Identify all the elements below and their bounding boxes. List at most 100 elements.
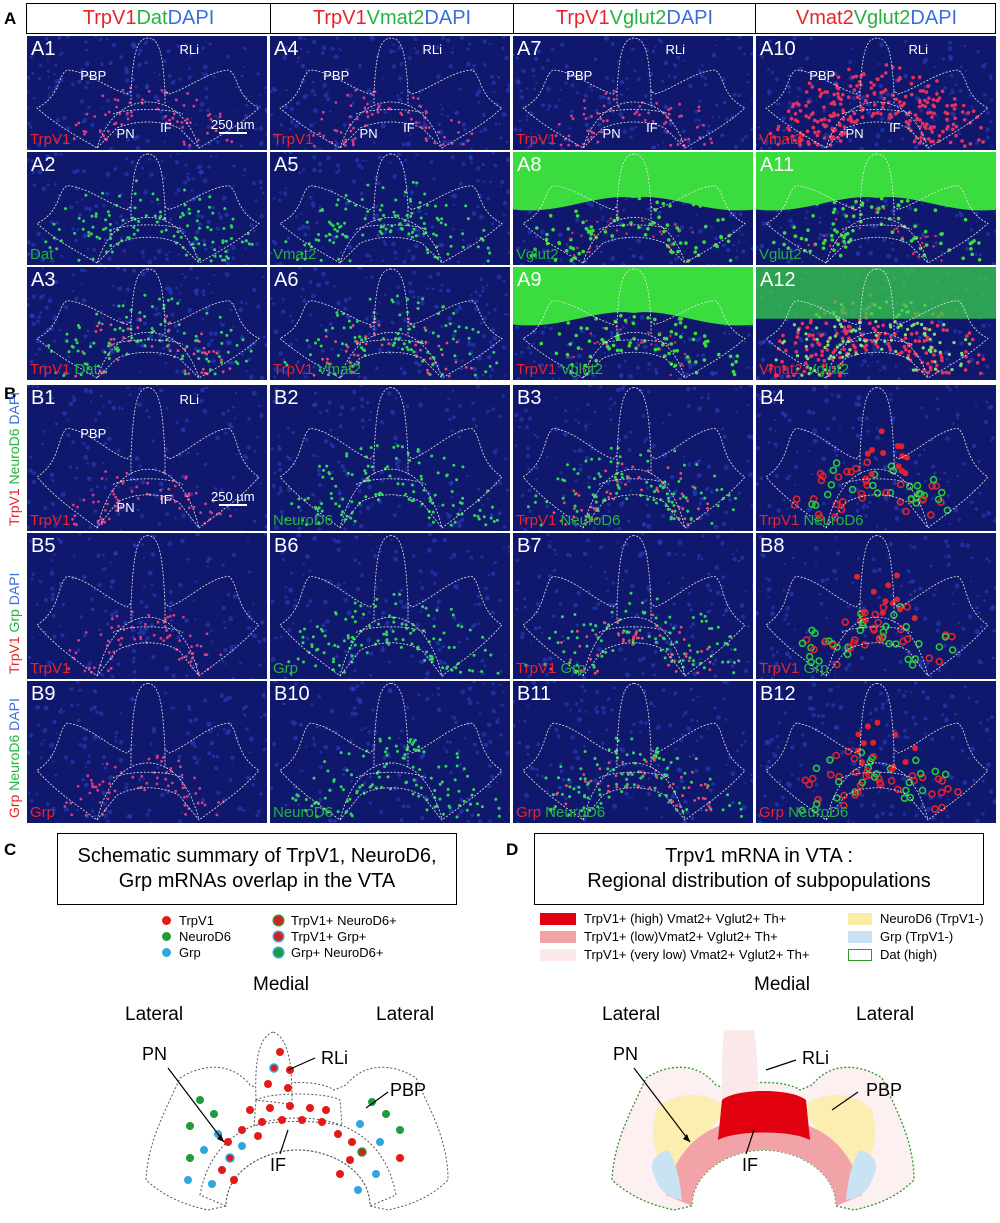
micrograph-image [756, 681, 996, 823]
label-part: TrpV1 [30, 512, 71, 529]
label-part: Grp [273, 660, 299, 677]
micrograph-panel-a11: A11 Vglut2 [755, 151, 997, 266]
region-label-pbp: PBP [809, 68, 836, 84]
legend-swatch-icon [848, 930, 872, 943]
label-part: Vmat2 [795, 7, 854, 29]
micrograph-image [756, 152, 996, 265]
panel-c-title-line1: Schematic summary of TrpV1, NeuroD6, [77, 845, 437, 867]
label-part: Vmat2 [759, 361, 803, 378]
region-label-pn: PN [116, 126, 135, 142]
label-part: Vmat2 [366, 7, 425, 29]
c-legend-item: Grp+ NeuroD6+ [274, 945, 384, 960]
micrograph-panel-b10: B10 NeuroD6 [269, 680, 511, 824]
label-part: TrpV1 [516, 131, 557, 148]
label-part: TrpV1 [759, 660, 800, 677]
micrograph-panel-a8: A8 Vglut2 [512, 151, 754, 266]
region-label-if: IF [160, 119, 172, 135]
d-legend-label: TrpV1+ (high) Vmat2+ Vglut2+ Th+ [584, 911, 787, 926]
label-part: TrpV1 [516, 361, 557, 378]
panel-id-label: A7 [517, 38, 542, 60]
label-part: Dat [70, 361, 98, 378]
region-label-rli: RLi [179, 392, 199, 408]
label-part: TrpV1 [516, 660, 557, 677]
label-part: DAPI [910, 7, 958, 29]
region-label-rli: RLi [179, 41, 199, 57]
header-divider [513, 4, 514, 33]
scale-bar-label: 250 µm [211, 117, 255, 133]
b-row-label: Grp NeuroD6 DAPI [6, 698, 22, 818]
panel-channel-label: TrpV1 Dat [30, 361, 98, 378]
panel-channel-label: TrpV1 [516, 131, 556, 148]
d-lateral-right-label: Lateral [856, 1004, 915, 1025]
micrograph-panel-b2: B2 NeuroD6 [269, 384, 511, 532]
panel-channel-label: TrpV1 [273, 131, 313, 148]
legend-dot-icon [274, 916, 283, 925]
legend-swatch-icon [540, 948, 576, 961]
label-part: DAPI [666, 7, 714, 29]
label-part: NeuroD6 [541, 804, 606, 821]
region-label-pn: PN [845, 126, 864, 142]
micrograph-panel-b1: B1 TrpV1 PBP RLi PN IF 250 µm [26, 384, 268, 532]
micrograph-panel-a10: A10 Vmat2 PBP RLi PN IF [755, 35, 997, 151]
region-label-pbp: PBP [80, 68, 107, 84]
panel-id-label: A6 [274, 269, 299, 291]
label-part: NeuroD6 [273, 512, 334, 529]
micrograph-image [513, 36, 753, 150]
label-part: Vglut2 [609, 7, 667, 29]
d-rli-label: RLi [802, 1048, 830, 1068]
panel-channel-label: TrpV1 [30, 131, 70, 148]
panel-id-label: B4 [760, 387, 785, 409]
section-letter-d: D [506, 840, 519, 859]
panel-channel-label: Vglut2 [759, 246, 802, 263]
c-medial-label: Medial [253, 974, 309, 995]
panel-channel-label: Dat [30, 246, 53, 263]
section-letter-b: B [4, 384, 17, 403]
c-pbp-label: PBP [390, 1080, 427, 1100]
c-rli-label: RLi [321, 1048, 349, 1068]
micrograph-image [27, 267, 267, 380]
micrograph-panel-b9: B9 Grp [26, 680, 268, 824]
d-if-label: IF [742, 1155, 758, 1175]
region-label-if: IF [160, 491, 172, 507]
region-label-pn: PN [359, 126, 378, 142]
label-part: DAPI [6, 698, 22, 735]
label-part: DAPI [424, 7, 472, 29]
panel-channel-label: Grp [273, 660, 298, 677]
panel-id-label: B3 [517, 387, 542, 409]
panel-channel-label: TrpV1 [30, 660, 70, 677]
d-legend-item: Dat (high) [848, 947, 937, 962]
label-part: TrpV1 [555, 7, 610, 29]
label-part: Vglut2 [516, 246, 559, 263]
panel-channel-label: NeuroD6 [273, 804, 333, 821]
d-legend-item: NeuroD6 (TrpV1-) [848, 911, 984, 926]
panel-d-title-line1: Trpv1 mRNA in VTA : [665, 845, 853, 867]
panel-channel-label: Vmat2 [759, 131, 802, 148]
panel-channel-label: TrpV1 [30, 512, 70, 529]
micrograph-image [270, 533, 510, 679]
label-part: TrpV1 [759, 512, 800, 529]
label-part: NeuroD6 [6, 428, 22, 489]
panel-d-title-line2: Regional distribution of subpopulations [587, 870, 931, 892]
panel-a-header: TrpV1 Dat DAPI TrpV1 Vmat2 DAPI TrpV1 Vg… [26, 3, 996, 34]
micrograph-panel-a1: A1 TrpV1 PBP RLi PN IF 250 µm [26, 35, 268, 151]
panel-id-label: B5 [31, 535, 56, 557]
d-legend-label: TrpV1+ (low)Vmat2+ Vglut2+ Th+ [584, 929, 778, 944]
micrograph-panel-a7: A7 TrpV1 PBP RLi PN IF [512, 35, 754, 151]
header-col-1: TrpV1 Dat DAPI [27, 4, 270, 33]
region-label-if: IF [889, 119, 901, 135]
panel-id-label: A12 [760, 269, 796, 291]
scale-bar-line [218, 132, 247, 135]
panel-c-title: Schematic summary of TrpV1, NeuroD6, Grp… [57, 833, 457, 905]
panel-id-label: B2 [274, 387, 299, 409]
micrograph-image [270, 385, 510, 531]
panel-d-schematic [611, 1030, 915, 1211]
micrograph-panel-a5: A5 Vmat2 [269, 151, 511, 266]
label-part: Vglut2 [556, 361, 603, 378]
panel-channel-label: TrpV1 NeuroD6 [759, 512, 864, 529]
panel-channel-label: Vmat2 Vglut2 [759, 361, 849, 378]
micrograph-image [27, 533, 267, 679]
micrograph-panel-b12: B12 Grp NeuroD6 [755, 680, 997, 824]
panel-channel-label: TrpV1 NeuroD6 [516, 512, 621, 529]
scale-bar-label: 250 µm [211, 488, 255, 504]
legend-dot-icon [162, 916, 171, 925]
